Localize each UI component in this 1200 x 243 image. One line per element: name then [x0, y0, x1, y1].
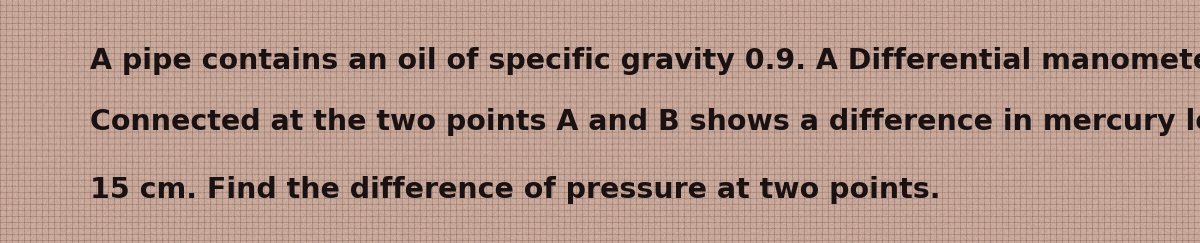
Text: Connected at the two points A and B shows a difference in mercury level as: Connected at the two points A and B show…: [90, 107, 1200, 136]
Text: A pipe contains an oil of specific gravity 0.9. A Differential manometer: A pipe contains an oil of specific gravi…: [90, 47, 1200, 75]
Text: 15 cm. Find the difference of pressure at two points.: 15 cm. Find the difference of pressure a…: [90, 175, 941, 204]
